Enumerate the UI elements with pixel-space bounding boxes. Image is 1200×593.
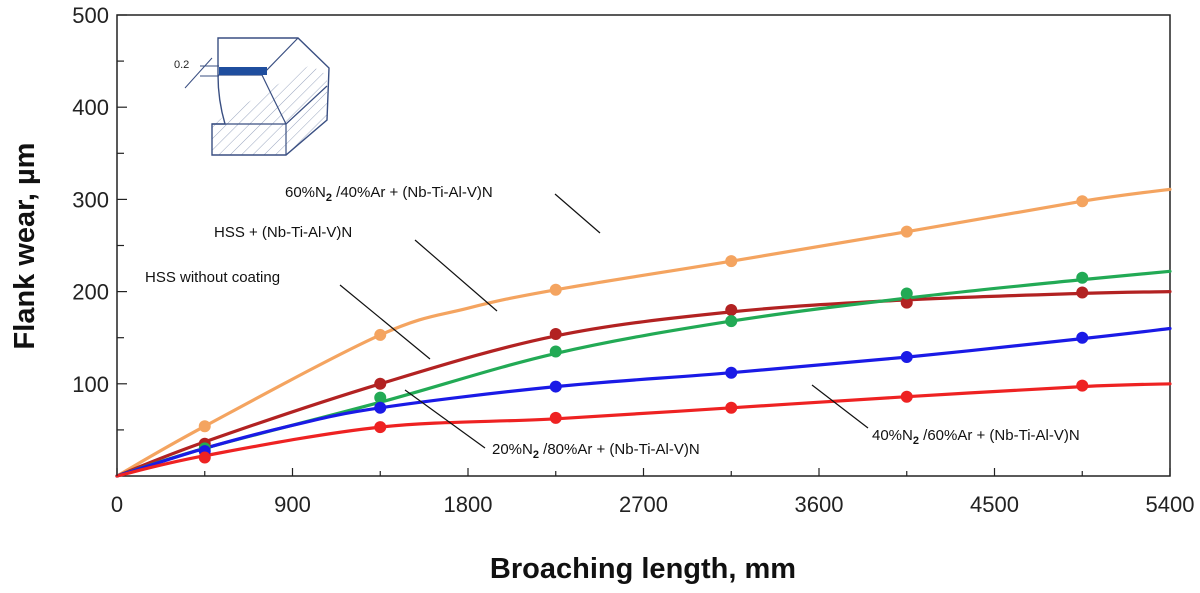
data-point xyxy=(374,401,387,414)
data-point xyxy=(549,411,562,424)
tooth-hatched-section xyxy=(212,65,327,155)
data-point xyxy=(725,401,738,414)
series-label-orange: 60%N2 /40%Ar + (Nb-Ti-Al-V)N xyxy=(285,184,601,234)
data-point xyxy=(549,380,562,393)
data-point xyxy=(374,421,387,434)
series-label-darkred: HSS + (Nb-Ti-Al-V)N xyxy=(214,224,498,312)
y-tick-label: 400 xyxy=(72,95,109,120)
y-tick-label: 300 xyxy=(72,187,109,212)
leader-line-red xyxy=(811,384,869,429)
series-label-text-green: HSS without coating xyxy=(145,269,280,286)
series-line xyxy=(115,187,1172,478)
y-tick-label: 200 xyxy=(72,280,109,305)
series-label-green: HSS without coating xyxy=(145,269,431,360)
plot-area xyxy=(116,14,1171,477)
leader-line-darkred xyxy=(414,239,498,312)
data-point xyxy=(1076,286,1089,299)
data-point xyxy=(725,366,738,379)
series-label-text-blue: 20%N2 /80%Ar + (Nb-Ti-Al-V)N xyxy=(492,441,700,461)
data-point xyxy=(549,283,562,296)
data-point xyxy=(1076,331,1089,344)
series-label-red: 40%N2 /60%Ar + (Nb-Ti-Al-V)N xyxy=(811,384,1080,447)
plot-border xyxy=(116,14,1171,477)
y-tick-label: 100 xyxy=(72,372,109,397)
data-point xyxy=(549,345,562,358)
data-point xyxy=(374,377,387,390)
data-point xyxy=(900,390,913,403)
tooth-side-line xyxy=(285,85,328,125)
dimension-leader xyxy=(184,57,213,89)
x-tick-label: 0 xyxy=(111,492,123,517)
data-point xyxy=(1076,271,1089,284)
data-point xyxy=(374,328,387,341)
data-point xyxy=(198,451,211,464)
series-label-text-orange: 60%N2 /40%Ar + (Nb-Ti-Al-V)N xyxy=(285,184,493,204)
broach-tooth-inset: 0.2 xyxy=(174,37,330,156)
y-tick-label: 500 xyxy=(72,3,109,28)
series-markers xyxy=(198,195,1089,464)
x-tick-label: 3600 xyxy=(795,492,844,517)
series-line xyxy=(115,382,1172,478)
data-point xyxy=(900,287,913,300)
x-tick-label: 1800 xyxy=(444,492,493,517)
x-tick-label: 900 xyxy=(274,492,311,517)
data-point xyxy=(725,315,738,328)
x-axis-title: Broaching length, mm xyxy=(490,553,796,585)
x-tick-label: 5400 xyxy=(1146,492,1195,517)
data-point xyxy=(549,328,562,341)
wear-land-marker xyxy=(219,67,267,75)
tooth-outline xyxy=(211,37,330,156)
data-point xyxy=(900,351,913,364)
series-label-text-darkred: HSS + (Nb-Ti-Al-V)N xyxy=(214,224,352,241)
data-point xyxy=(1076,379,1089,392)
x-tick-label: 2700 xyxy=(619,492,668,517)
series-line xyxy=(115,326,1172,478)
data-point xyxy=(900,225,913,238)
series-line xyxy=(115,290,1172,478)
data-point xyxy=(1076,195,1089,208)
leader-line-green xyxy=(339,284,431,360)
leader-line-blue xyxy=(404,389,486,449)
x-tick-label: 4500 xyxy=(970,492,1019,517)
data-point xyxy=(725,304,738,317)
data-point xyxy=(374,391,387,404)
leader-line-orange xyxy=(554,193,601,234)
x-axis-ticks: 0 900 1800 2700 3600 4500 5400 xyxy=(111,468,1195,517)
y-axis-ticks: 100 200 300 400 500 xyxy=(72,3,127,431)
series-label-text-red: 40%N2 /60%Ar + (Nb-Ti-Al-V)N xyxy=(872,427,1080,447)
inset-dimension-label: 0.2 xyxy=(174,59,189,71)
series-curves xyxy=(115,187,1172,478)
data-point xyxy=(198,420,211,433)
series-label-blue: 20%N2 /80%Ar + (Nb-Ti-Al-V)N xyxy=(404,389,700,461)
data-point xyxy=(725,255,738,268)
y-axis-title: Flank wear, µm xyxy=(9,143,41,350)
